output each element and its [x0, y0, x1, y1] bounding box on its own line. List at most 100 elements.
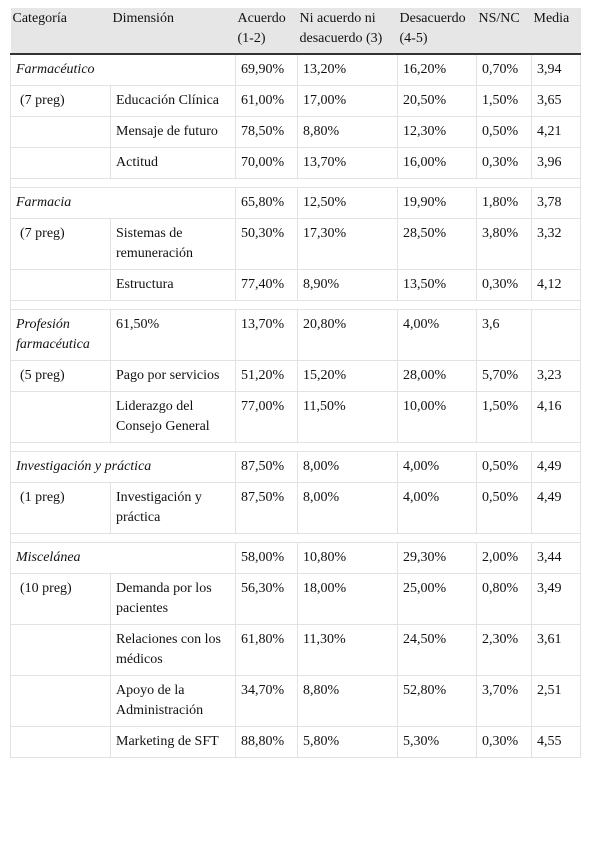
dimension-row: (7 preg) Educación Clínica 61,00% 17,00% 20,…: [10, 85, 581, 117]
empty-cell: [10, 147, 111, 179]
dimension-name: Demanda por los pacientes: [110, 573, 236, 625]
category-value: 4,00%: [397, 451, 477, 483]
question-count: (10 preg): [10, 573, 111, 625]
dimension-value: 1,50%: [476, 391, 532, 443]
category-value: 4,00%: [397, 309, 477, 361]
spacer: [10, 533, 581, 543]
dimension-value: 0,50%: [476, 116, 532, 148]
category-row: Farmacéutico 69,90% 13,20% 16,20% 0,70% 3,94: [10, 53, 581, 86]
category-row: Farmacia 65,80% 12,50% 19,90% 1,80% 3,78: [10, 187, 581, 219]
header-cell: Dimensión: [110, 8, 236, 55]
dimension-value: 24,50%: [397, 624, 477, 676]
dimension-value: 28,50%: [397, 218, 477, 270]
question-count: (7 preg): [10, 85, 111, 117]
dimension-value: 5,70%: [476, 360, 532, 392]
question-count: (1 preg): [10, 482, 111, 534]
dimension-value: 11,50%: [297, 391, 398, 443]
dimension-row: Actitud 70,00% 13,70% 16,00% 0,30% 3,96: [10, 147, 581, 179]
spacer: [10, 178, 581, 188]
category-value: 58,00%: [235, 542, 298, 574]
header-cell: Desacuerdo (4-5): [397, 8, 477, 55]
category-value: 0,70%: [476, 53, 532, 86]
empty-cell: [10, 624, 111, 676]
dimension-value: 61,80%: [235, 624, 298, 676]
dimension-value: 8,80%: [297, 116, 398, 148]
dimension-value: 2,51: [531, 675, 581, 727]
dimension-value: 88,80%: [235, 726, 298, 758]
dimension-value: 0,30%: [476, 726, 532, 758]
dimension-value: 56,30%: [235, 573, 298, 625]
dimension-value: 1,50%: [476, 85, 532, 117]
dimension-value: 61,00%: [235, 85, 298, 117]
dimension-value: 34,70%: [235, 675, 298, 727]
category-value: 12,50%: [297, 187, 398, 219]
dimension-value: 3,32: [531, 218, 581, 270]
empty-cell: [10, 391, 111, 443]
dimension-name: Sistemas de remuneración: [110, 218, 236, 270]
dimension-value: 17,00%: [297, 85, 398, 117]
dimension-value: 12,30%: [397, 116, 477, 148]
empty-cell: [10, 116, 111, 148]
dimension-name: Apoyo de la Administración: [110, 675, 236, 727]
dimension-value: 0,80%: [476, 573, 532, 625]
dimension-value: 4,49: [531, 482, 581, 534]
dimension-value: 50,30%: [235, 218, 298, 270]
category-value: 3,44: [531, 542, 581, 574]
table-body: Farmacéutico 69,90% 13,20% 16,20% 0,70% 3,94(…: [10, 53, 581, 758]
dimension-value: 2,30%: [476, 624, 532, 676]
dimension-value: 13,50%: [397, 269, 477, 301]
dimension-name: Actitud: [110, 147, 236, 179]
dimension-value: 11,30%: [297, 624, 398, 676]
dimension-row: Estructura 77,40% 8,90% 13,50% 0,30% 4,12: [10, 269, 581, 301]
dimension-value: 77,40%: [235, 269, 298, 301]
category-row: Miscelánea 58,00% 10,80% 29,30% 2,00% 3,44: [10, 542, 581, 574]
dimension-value: 8,90%: [297, 269, 398, 301]
dimension-name: Investigación y práctica: [110, 482, 236, 534]
category-name: Profesión farmacéutica: [10, 309, 111, 361]
dimension-row: (10 preg) Demanda por los pacientes 56,30%…: [10, 573, 581, 625]
dimension-name: Marketing de SFT: [110, 726, 236, 758]
category-value: 20,80%: [297, 309, 398, 361]
dimension-row: (1 preg) Investigación y práctica 87,50% 8,…: [10, 482, 581, 534]
empty-cell: [10, 726, 111, 758]
dimension-value: 51,20%: [235, 360, 298, 392]
spacer-row: [10, 178, 581, 188]
dimension-value: 0,30%: [476, 147, 532, 179]
dimension-value: 4,21: [531, 116, 581, 148]
category-name: Farmacéutico: [10, 53, 236, 86]
dimension-name: Educación Clínica: [110, 85, 236, 117]
header-row: Categoría Dimensión Acuerdo (1-2) Ni acuerd…: [10, 8, 581, 55]
dimension-value: 25,00%: [397, 573, 477, 625]
dimension-value: 4,16: [531, 391, 581, 443]
category-value: 13,20%: [297, 53, 398, 86]
dimension-value: 8,00%: [297, 482, 398, 534]
category-name: Investigación y práctica: [10, 451, 236, 483]
header-cell: NS/NC: [476, 8, 532, 55]
dimension-name: Liderazgo del Consejo General: [110, 391, 236, 443]
empty-cell: [531, 309, 581, 361]
dimension-value: 3,70%: [476, 675, 532, 727]
empty-cell: [10, 675, 111, 727]
dimension-row: (7 preg) Sistemas de remuneración 50,30% 17…: [10, 218, 581, 270]
question-count: (5 preg): [10, 360, 111, 392]
category-value: 1,80%: [476, 187, 532, 219]
dimension-value: 3,49: [531, 573, 581, 625]
dimension-value: 3,61: [531, 624, 581, 676]
category-value: 87,50%: [235, 451, 298, 483]
dimension-value: 10,00%: [397, 391, 477, 443]
dimension-value: 78,50%: [235, 116, 298, 148]
dimension-value: 5,30%: [397, 726, 477, 758]
spacer: [10, 442, 581, 452]
category-value: 16,20%: [397, 53, 477, 86]
question-count: (7 preg): [10, 218, 111, 270]
dimension-value: 87,50%: [235, 482, 298, 534]
dimension-value: 16,00%: [397, 147, 477, 179]
dimension-name: Mensaje de futuro: [110, 116, 236, 148]
dimension-value: 0,50%: [476, 482, 532, 534]
spacer: [10, 300, 581, 310]
category-name: Farmacia: [10, 187, 236, 219]
dimension-value: 8,80%: [297, 675, 398, 727]
dimension-value: 18,00%: [297, 573, 398, 625]
dimension-value: 3,65: [531, 85, 581, 117]
